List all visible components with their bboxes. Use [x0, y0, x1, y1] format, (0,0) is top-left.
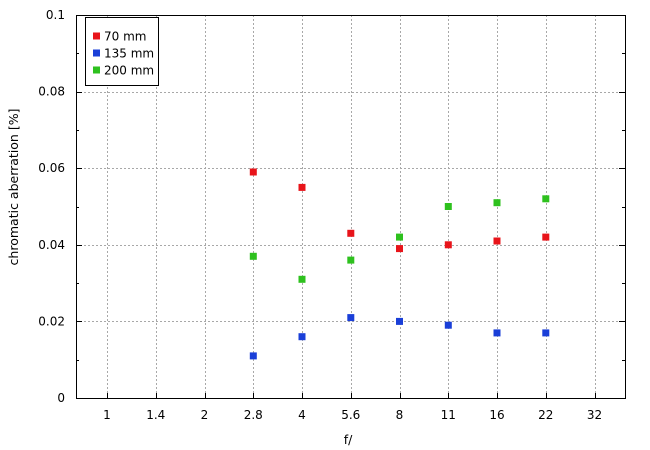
- axis-ticks: 1 1.4 2 2.8 4 5.6 8 11 16 22 32 0 0.02 0.04 0.06 0.08 0.…: [38, 8, 625, 422]
- data-point: [298, 183, 306, 191]
- legend-label: 135 mm: [104, 47, 154, 61]
- grid-lines: [76, 15, 625, 398]
- y-tick-label: 0.1: [46, 8, 65, 22]
- x-axis-label: f/: [344, 432, 353, 447]
- x-tick-label: 22: [538, 408, 553, 422]
- y-tick-label: 0: [57, 391, 65, 405]
- data-point: [347, 229, 355, 237]
- data-point: [347, 314, 355, 322]
- data-point: [249, 252, 257, 260]
- data-point: [298, 333, 306, 341]
- legend: 70 mm 135 mm 200 mm: [85, 17, 159, 86]
- data-point: [493, 199, 501, 207]
- x-tick-label: 1.4: [146, 408, 165, 422]
- legend-marker: [93, 66, 100, 74]
- data-point: [444, 241, 452, 249]
- data-point: [444, 321, 452, 329]
- legend-marker: [93, 32, 100, 40]
- data-point: [396, 317, 403, 325]
- data-point: [542, 329, 550, 337]
- y-tick-label: 0.02: [38, 314, 65, 328]
- x-tick-label: 1: [103, 408, 111, 422]
- data-point: [444, 203, 452, 210]
- y-axis-label: chromatic aberration [%]: [6, 109, 21, 266]
- x-tick-label: 32: [587, 408, 602, 422]
- data-point: [396, 245, 403, 253]
- x-tick-label: 16: [489, 408, 504, 422]
- data-point: [249, 168, 257, 176]
- data-point: [542, 233, 550, 241]
- x-tick-label: 4: [298, 408, 306, 422]
- data-point: [493, 237, 501, 245]
- data-point: [493, 329, 501, 337]
- x-tick-label: 2: [201, 408, 209, 422]
- x-tick-label: 5.6: [341, 408, 360, 422]
- data-point: [347, 256, 355, 264]
- y-tick-label: 0.06: [38, 161, 65, 175]
- data-point: [542, 195, 550, 203]
- legend-label: 70 mm: [104, 30, 146, 44]
- y-tick-label: 0.08: [38, 85, 65, 99]
- x-tick-label: 11: [441, 408, 456, 422]
- data-point: [249, 352, 257, 360]
- legend-label: 200 mm: [104, 64, 154, 78]
- data-point: [298, 275, 306, 283]
- x-tick-label: 2.8: [244, 408, 263, 422]
- data-points: [249, 168, 550, 360]
- legend-marker: [93, 49, 100, 57]
- x-tick-label: 8: [396, 408, 404, 422]
- data-point: [396, 233, 403, 241]
- y-tick-label: 0.04: [38, 238, 65, 252]
